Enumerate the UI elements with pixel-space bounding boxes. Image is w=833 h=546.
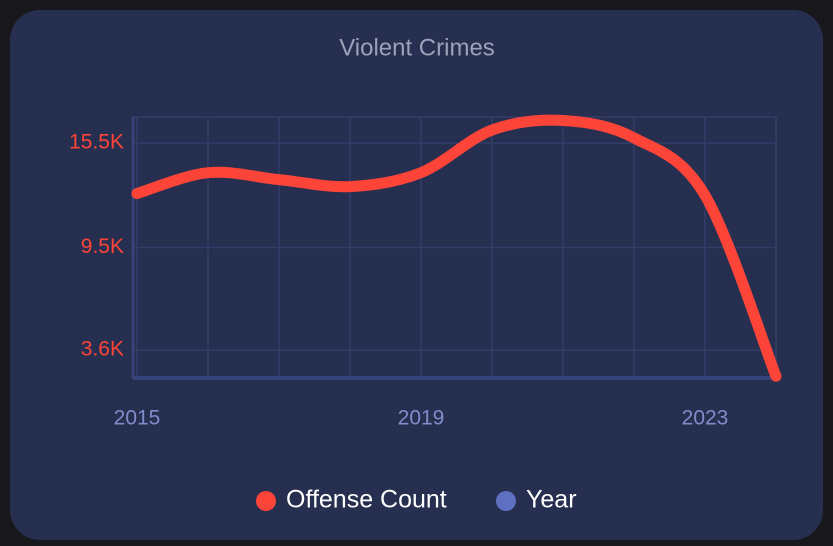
y-tick-label: 9.5K (81, 235, 124, 258)
line-series (131, 114, 782, 382)
legend-swatch (496, 491, 516, 511)
legend-label: Year (526, 486, 577, 514)
y-tick-label: 3.6K (81, 338, 124, 361)
legend-swatch (256, 491, 276, 511)
legend-label: Offense Count (286, 486, 447, 514)
x-tick-label: 2023 (682, 407, 729, 430)
x-tick-label: 2019 (398, 407, 445, 430)
x-tick-label: 2015 (114, 407, 161, 430)
y-tick-label: 15.5K (69, 131, 124, 154)
chart-title: Violent Crimes (339, 34, 495, 61)
